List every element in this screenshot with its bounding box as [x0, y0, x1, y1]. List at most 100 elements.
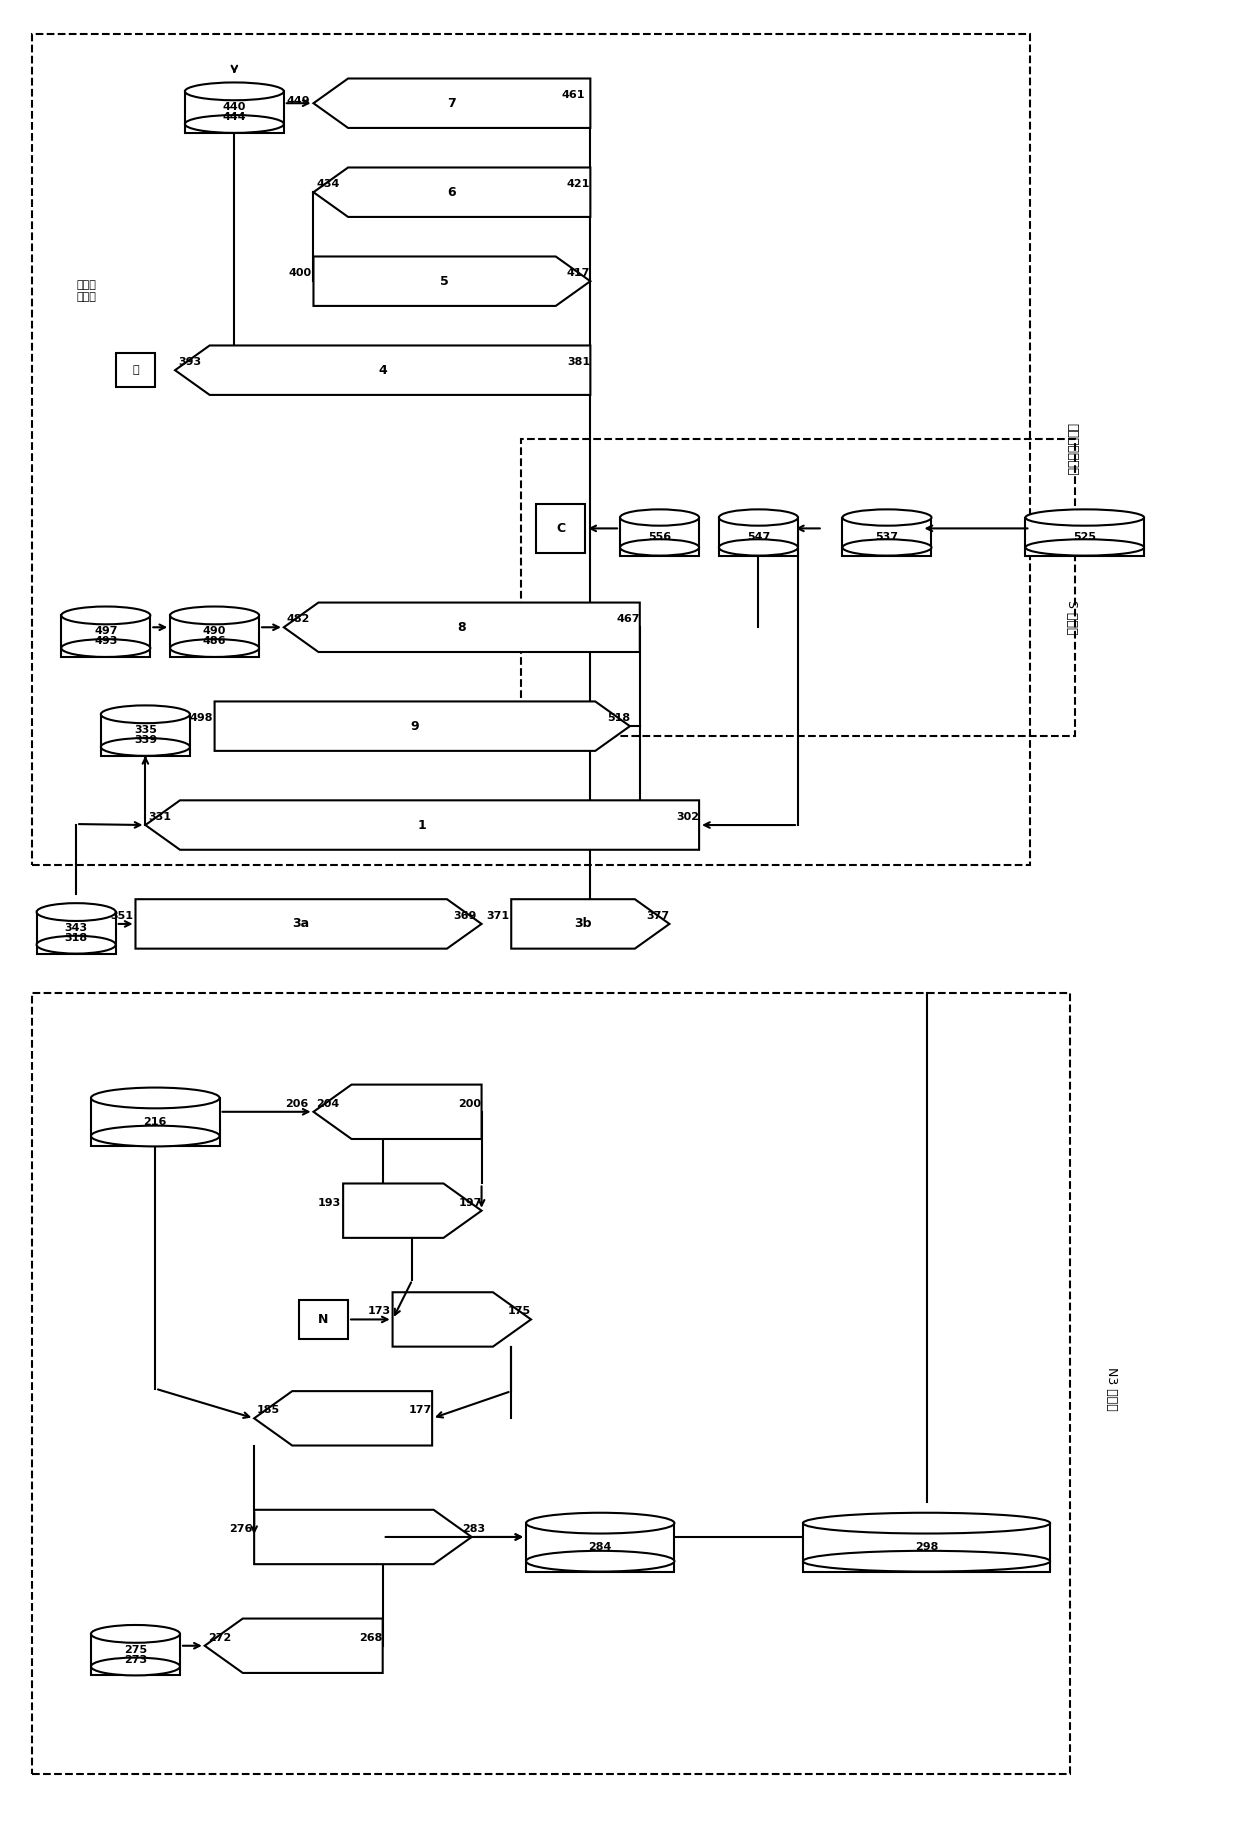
- Text: 8: 8: [458, 620, 466, 635]
- Polygon shape: [314, 79, 590, 128]
- Bar: [32, 994, 1070, 1773]
- Text: 537: 537: [875, 532, 899, 541]
- Ellipse shape: [526, 1552, 675, 1572]
- Text: 343: 343: [64, 923, 88, 934]
- Text: 421: 421: [567, 180, 590, 189]
- Text: 525: 525: [1074, 532, 1096, 541]
- Text: 461: 461: [562, 90, 585, 101]
- Text: 206: 206: [285, 1099, 309, 1110]
- Text: 318: 318: [64, 934, 88, 943]
- Text: 444: 444: [222, 112, 247, 123]
- Bar: [299, 1300, 348, 1339]
- Text: 5: 5: [440, 275, 449, 288]
- Bar: [526, 1522, 675, 1572]
- Bar: [91, 1634, 180, 1676]
- Text: 377: 377: [646, 911, 670, 921]
- Text: 283: 283: [461, 1524, 485, 1533]
- Text: 3a: 3a: [293, 917, 310, 930]
- Text: 193: 193: [317, 1198, 341, 1209]
- Text: 371: 371: [486, 911, 510, 921]
- Ellipse shape: [170, 638, 259, 657]
- Polygon shape: [284, 603, 640, 653]
- Bar: [521, 440, 1075, 735]
- Text: 273: 273: [124, 1654, 148, 1665]
- Polygon shape: [205, 1619, 383, 1673]
- Ellipse shape: [91, 1625, 180, 1643]
- Text: 1: 1: [418, 818, 427, 831]
- Text: 381: 381: [567, 358, 590, 367]
- Text: 216: 216: [144, 1117, 167, 1128]
- Polygon shape: [314, 1084, 481, 1139]
- Text: 417: 417: [567, 268, 590, 279]
- Text: 284: 284: [589, 1542, 611, 1552]
- Ellipse shape: [100, 737, 190, 756]
- Text: 393: 393: [179, 358, 201, 367]
- Bar: [100, 713, 190, 756]
- Text: 351: 351: [110, 911, 134, 921]
- Bar: [32, 35, 1030, 864]
- Text: S 结构域: S 结构域: [1065, 600, 1078, 635]
- Ellipse shape: [526, 1513, 675, 1533]
- Text: 298: 298: [915, 1542, 939, 1552]
- Bar: [620, 517, 699, 556]
- Ellipse shape: [620, 510, 699, 526]
- Text: 268: 268: [360, 1632, 383, 1643]
- Text: 486: 486: [203, 636, 227, 646]
- Ellipse shape: [804, 1552, 1050, 1572]
- Polygon shape: [175, 345, 590, 394]
- Text: N: N: [319, 1313, 329, 1326]
- Text: 369: 369: [454, 911, 476, 921]
- Bar: [719, 517, 799, 556]
- Ellipse shape: [842, 539, 931, 556]
- Polygon shape: [343, 1183, 481, 1238]
- Text: 302: 302: [676, 812, 699, 822]
- Polygon shape: [511, 899, 670, 948]
- Bar: [804, 1522, 1050, 1572]
- Text: 185: 185: [257, 1405, 280, 1416]
- Bar: [1025, 517, 1145, 556]
- Polygon shape: [254, 1509, 471, 1564]
- Ellipse shape: [100, 706, 190, 723]
- Text: 9: 9: [410, 719, 419, 732]
- Ellipse shape: [185, 116, 284, 132]
- Text: 498: 498: [190, 713, 212, 723]
- Text: 497: 497: [94, 625, 118, 636]
- Text: 467: 467: [616, 614, 640, 624]
- Bar: [61, 616, 150, 657]
- Text: 434: 434: [316, 180, 340, 189]
- Bar: [842, 517, 931, 556]
- Polygon shape: [314, 167, 590, 216]
- Text: 门: 门: [133, 365, 139, 376]
- Text: 177: 177: [409, 1405, 432, 1416]
- Text: 547: 547: [746, 532, 770, 541]
- Text: 518: 518: [606, 713, 630, 723]
- Text: 促膜液素结构域: 促膜液素结构域: [1065, 424, 1078, 475]
- Text: 482: 482: [286, 614, 310, 624]
- Ellipse shape: [804, 1513, 1050, 1533]
- Text: 331: 331: [149, 812, 171, 822]
- Polygon shape: [215, 701, 630, 750]
- Text: 204: 204: [316, 1099, 340, 1110]
- Bar: [37, 911, 115, 954]
- Ellipse shape: [91, 1658, 180, 1676]
- Text: N3 结构域: N3 结构域: [1105, 1366, 1117, 1410]
- Ellipse shape: [91, 1126, 219, 1146]
- Ellipse shape: [842, 510, 931, 526]
- Ellipse shape: [185, 83, 284, 101]
- Text: 335: 335: [134, 724, 156, 735]
- Text: 6: 6: [448, 185, 456, 198]
- Polygon shape: [314, 257, 590, 306]
- Ellipse shape: [61, 607, 150, 624]
- Text: 490: 490: [203, 625, 226, 636]
- Text: 4: 4: [378, 363, 387, 376]
- Text: 7: 7: [448, 97, 456, 110]
- Bar: [536, 504, 585, 554]
- Bar: [185, 92, 284, 132]
- Text: 339: 339: [134, 735, 157, 745]
- Text: 276: 276: [229, 1524, 252, 1533]
- Bar: [115, 352, 155, 387]
- Ellipse shape: [1025, 510, 1145, 526]
- Text: 3b: 3b: [574, 917, 591, 930]
- Polygon shape: [393, 1293, 531, 1346]
- Text: 175: 175: [508, 1306, 531, 1317]
